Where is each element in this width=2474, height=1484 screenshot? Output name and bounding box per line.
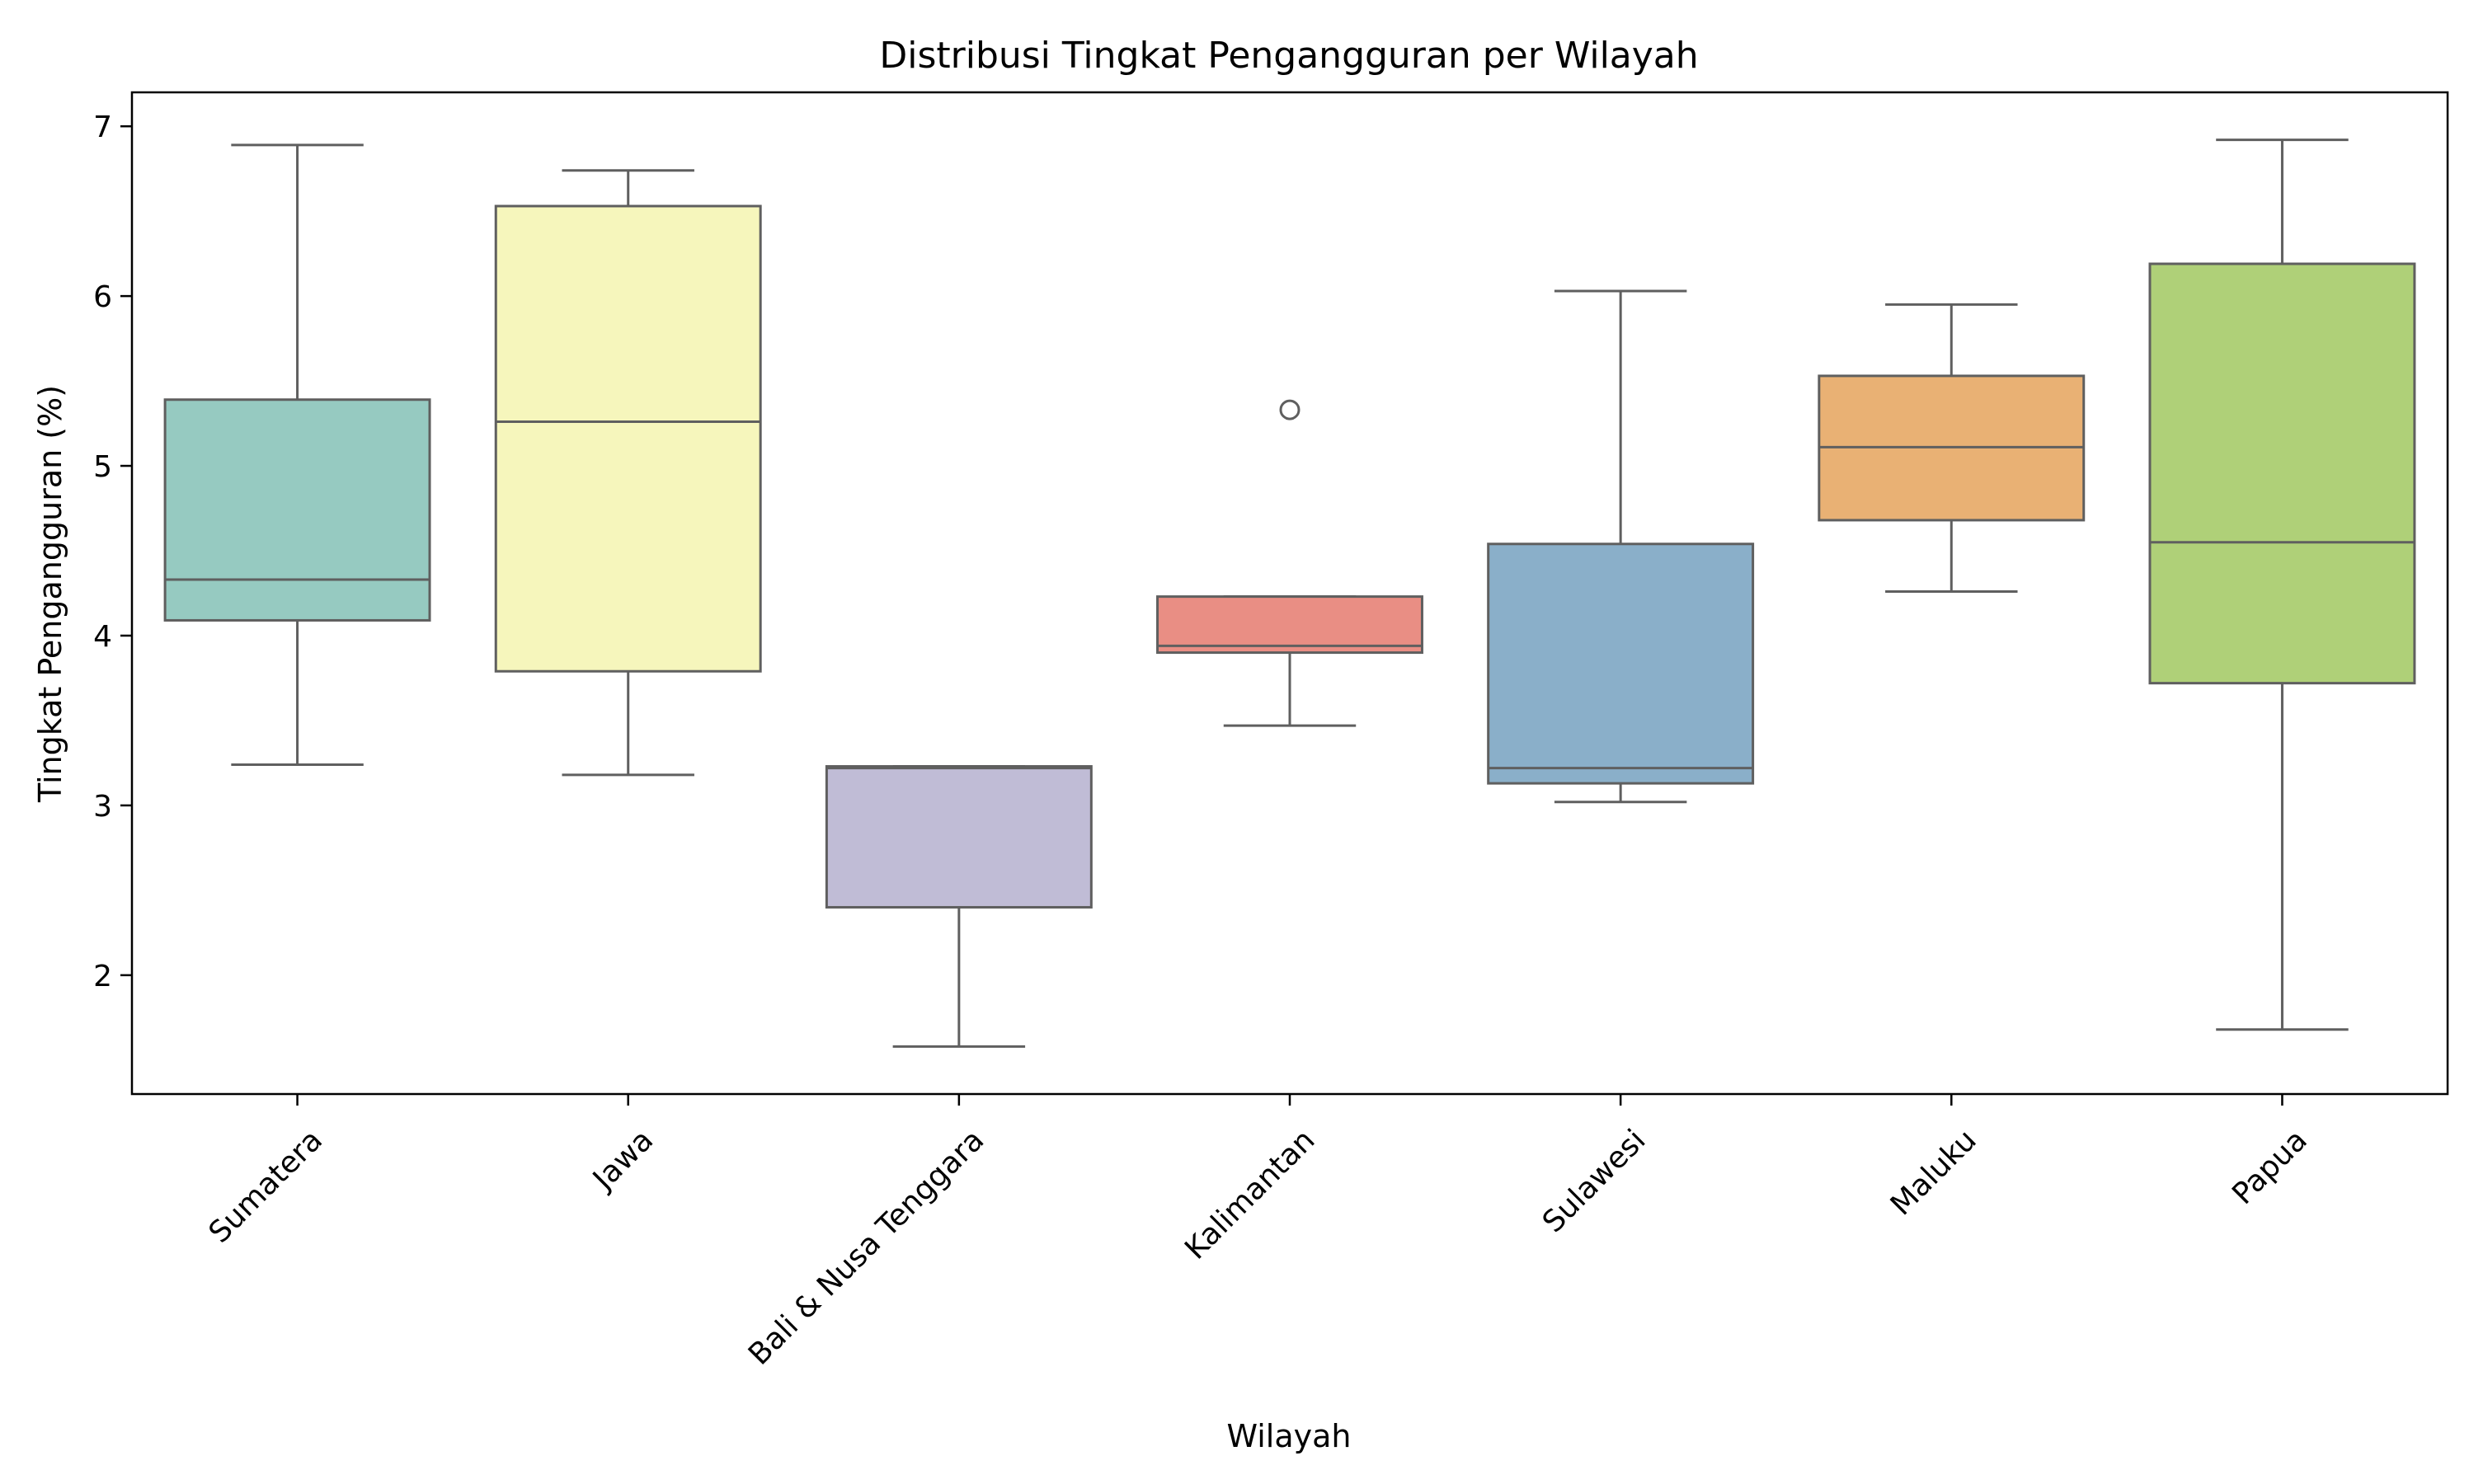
y-tick-label: 6 [93,280,112,314]
box-group [494,169,762,777]
plot-frame [130,91,2449,1096]
chart-title: Distribusi Tingkat Pengangguran per Wila… [879,35,1698,77]
box-group [1818,303,2086,593]
box [2148,262,2416,685]
box-group [1156,399,1423,727]
box [163,398,431,622]
box [1487,542,1755,785]
box [825,765,1093,909]
y-axis-label: Tingkat Pengangguran (%) [32,385,68,803]
y-tick-label: 3 [93,790,112,824]
box-group [2148,139,2416,1031]
x-tick-label: Bali & Nusa Tenggara [742,1123,990,1371]
x-tick-label: Papua [2226,1123,2314,1211]
box [1156,595,1423,655]
y-tick-label: 4 [93,620,112,654]
box-group [163,143,431,766]
y-tick-label: 5 [93,450,112,484]
box-group [1487,289,1755,804]
y-tick-label: 2 [93,960,112,993]
x-tick-label: Sumatera [203,1123,329,1249]
box-group [825,765,1093,1048]
y-tick-label: 7 [93,110,112,144]
box [494,204,762,673]
x-tick-label: Maluku [1884,1123,1983,1222]
x-tick-label: Jawa [586,1123,660,1197]
outlier-point [1279,399,1300,420]
x-axis-label: Wilayah [1227,1418,1352,1454]
plot-area [163,139,2416,1048]
x-tick-label: Kalimantan [1178,1123,1321,1266]
axes: 2 3 4 5 6 7 Sumatera Jawa Bali & Nusa Tenggara Ka… [93,110,2314,1372]
x-tick-label: Sulawesi [1536,1123,1653,1239]
